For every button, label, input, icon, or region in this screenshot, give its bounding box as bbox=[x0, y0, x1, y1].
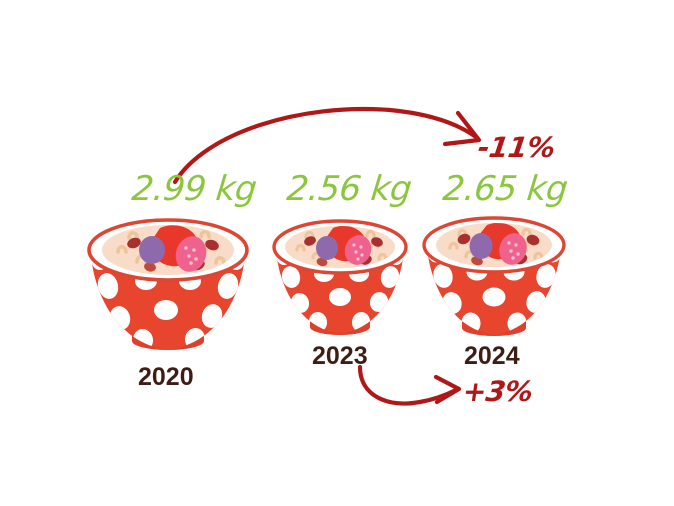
year-label-2020: 2020 bbox=[138, 363, 194, 391]
year-label-2024: 2024 bbox=[464, 342, 520, 370]
year-label-2023: 2023 bbox=[312, 342, 368, 370]
annotation-arrow-increase bbox=[357, 364, 462, 406]
annotation-label-increase: +3% bbox=[460, 375, 535, 408]
value-label-2020: 2.99 kg bbox=[129, 169, 259, 209]
value-label-2023: 2.56 kg bbox=[284, 169, 414, 209]
cereal-bowl-icon-2024 bbox=[422, 216, 566, 336]
annotation-label-decrease: -11% bbox=[475, 131, 558, 164]
cereal-bowl-icon-2023 bbox=[272, 219, 408, 335]
value-label-2024: 2.65 kg bbox=[440, 169, 570, 209]
annotation-arrow-decrease bbox=[172, 106, 482, 185]
cereal-bowl-icon-2020 bbox=[87, 218, 249, 350]
